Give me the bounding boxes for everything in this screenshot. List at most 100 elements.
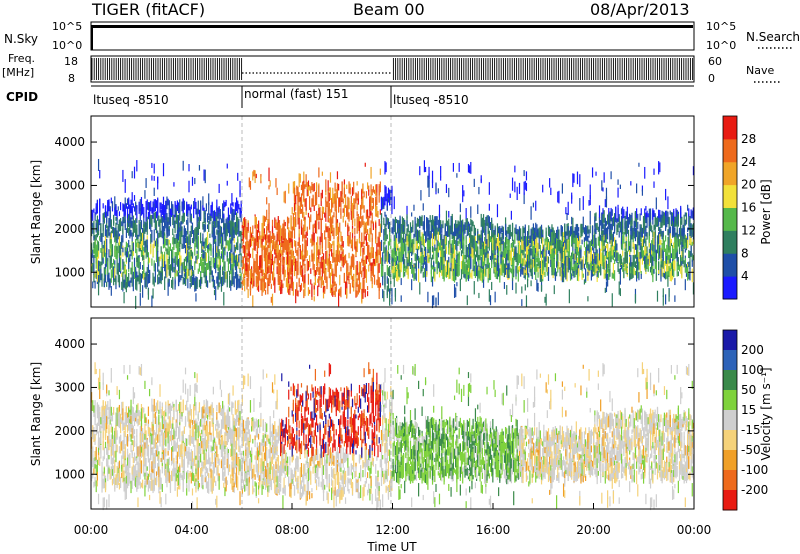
- range-gate-echo: [109, 232, 111, 242]
- range-gate-echo: [145, 277, 147, 290]
- range-gate-echo: [234, 202, 236, 215]
- range-gate-echo: [179, 199, 181, 213]
- range-gate-echo: [382, 276, 384, 286]
- range-gate-echo: [533, 227, 536, 241]
- range-gate-echo: [158, 215, 160, 226]
- range-gate-echo: [225, 199, 227, 206]
- range-gate-echo: [520, 250, 522, 264]
- range-gate-echo: [315, 254, 318, 267]
- range-gate-echo: [332, 241, 334, 246]
- range-gate-echo: [557, 226, 559, 240]
- range-gate-echo: [319, 250, 321, 256]
- range-gate-echo: [193, 230, 195, 236]
- range-gate-echo: [420, 267, 422, 274]
- range-gate-echo: [395, 271, 398, 282]
- range-gate-echo: [167, 282, 169, 296]
- range-gate-echo: [595, 224, 597, 235]
- range-gate-echo: [172, 228, 174, 236]
- range-gate-echo: [554, 248, 557, 255]
- range-gate-echo: [463, 251, 465, 262]
- range-gate-echo: [478, 292, 480, 299]
- range-gate-echo: [419, 215, 421, 229]
- range-gate-echo: [339, 197, 341, 207]
- range-gate-echo: [201, 259, 203, 273]
- range-gate-echo: [444, 240, 446, 254]
- range-gate-echo: [91, 254, 93, 264]
- range-gate-echo: [99, 236, 101, 241]
- range-gate-echo: [319, 245, 321, 253]
- range-gate-echo: [572, 173, 574, 188]
- range-gate-echo: [399, 269, 401, 278]
- range-gate-echo: [348, 235, 350, 247]
- range-gate-echo: [223, 213, 225, 219]
- range-gate-echo: [607, 227, 609, 240]
- range-gate-echo: [182, 276, 184, 285]
- range-gate-echo: [296, 284, 298, 296]
- range-gate-echo: [493, 259, 495, 271]
- range-gate-echo: [313, 252, 315, 262]
- range-gate-echo: [580, 249, 582, 258]
- range-gate-echo: [165, 238, 167, 246]
- range-gate-echo: [595, 237, 597, 250]
- range-gate-echo: [110, 286, 112, 296]
- range-gate-echo: [527, 262, 529, 275]
- range-gate-echo: [369, 196, 371, 207]
- range-gate-echo: [249, 226, 252, 240]
- range-gate-echo: [93, 208, 95, 213]
- range-gate-echo: [193, 201, 195, 209]
- range-gate-echo: [419, 234, 421, 242]
- range-gate-echo: [278, 224, 281, 238]
- range-gate-echo: [133, 166, 136, 179]
- range-gate-echo: [91, 266, 93, 273]
- range-gate-echo: [496, 254, 499, 260]
- range-gate-echo: [365, 255, 368, 264]
- range-gate-echo: [237, 224, 239, 233]
- range-gate-echo: [433, 221, 435, 229]
- range-gate-echo: [284, 238, 286, 251]
- range-gate-echo: [310, 186, 312, 194]
- range-gate-echo: [386, 264, 388, 276]
- range-gate-echo: [595, 249, 597, 254]
- range-gate-echo: [536, 229, 538, 236]
- range-gate-echo: [400, 241, 402, 252]
- range-gate-echo: [132, 277, 134, 292]
- range-gate-echo: [157, 250, 159, 264]
- range-gate-echo: [605, 281, 608, 293]
- range-gate-echo: [547, 238, 550, 244]
- range-gate-echo: [603, 255, 605, 264]
- range-gate-echo: [130, 217, 132, 228]
- range-gate-echo: [333, 193, 335, 204]
- range-gate-echo: [139, 199, 141, 211]
- range-gate-echo: [540, 234, 543, 244]
- range-gate-echo: [292, 216, 294, 231]
- range-gate-echo: [473, 271, 475, 277]
- range-gate-echo: [407, 266, 409, 280]
- range-gate-echo: [370, 247, 372, 259]
- range-gate-echo: [617, 222, 619, 233]
- range-gate-echo: [395, 249, 398, 259]
- range-gate-echo: [312, 262, 314, 270]
- range-gate-echo: [617, 252, 619, 259]
- range-gate-echo: [513, 269, 515, 278]
- range-gate-echo: [270, 296, 272, 303]
- range-gate-echo: [128, 199, 130, 209]
- range-gate-echo: [179, 213, 181, 221]
- range-gate-echo: [379, 241, 381, 255]
- range-gate-echo: [617, 179, 619, 185]
- range-gate-echo: [503, 263, 506, 272]
- range-gate-echo: [95, 222, 97, 233]
- range-gate-echo: [168, 256, 170, 265]
- range-gate-echo: [93, 264, 95, 275]
- range-gate-echo: [533, 254, 536, 267]
- range-gate-echo: [257, 236, 260, 244]
- range-gate-echo: [140, 237, 143, 251]
- range-gate-echo: [386, 234, 388, 240]
- range-gate-echo: [356, 211, 358, 217]
- range-gate-echo: [285, 239, 288, 253]
- range-gate-echo: [166, 238, 168, 246]
- range-gate-echo: [176, 246, 179, 259]
- range-gate-echo: [391, 189, 393, 196]
- range-gate-echo: [587, 296, 589, 302]
- range-gate-echo: [578, 227, 580, 232]
- range-gate-echo: [114, 207, 116, 216]
